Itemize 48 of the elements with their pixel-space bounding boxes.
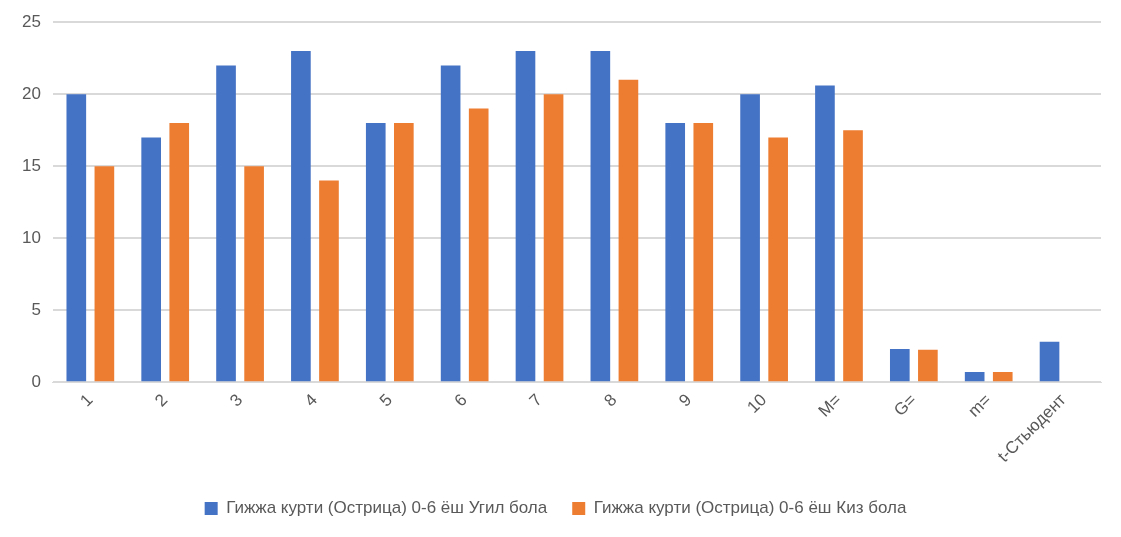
x-tick-label: G= <box>890 390 921 420</box>
bar <box>515 51 536 382</box>
bar <box>843 130 863 382</box>
bar <box>918 349 938 382</box>
bar <box>365 123 386 382</box>
bar <box>394 123 414 382</box>
bar <box>768 137 788 382</box>
y-tick-label: 5 <box>31 299 41 319</box>
bar <box>665 123 686 382</box>
y-tick-label: 25 <box>21 11 41 31</box>
bar <box>94 166 115 382</box>
bar <box>543 94 564 382</box>
x-tick-label: 1 <box>76 390 97 411</box>
y-tick-label: 10 <box>21 227 41 247</box>
x-tick-label: 10 <box>743 390 771 417</box>
x-tick-label: 8 <box>600 390 621 411</box>
bar <box>1039 341 1060 382</box>
bar <box>141 137 161 382</box>
y-tick-label: 20 <box>21 83 41 103</box>
bar <box>815 85 835 382</box>
bar <box>964 372 985 382</box>
x-tick-label: 2 <box>151 390 172 411</box>
bar <box>216 65 236 382</box>
x-tick-label: 7 <box>525 390 546 411</box>
x-tick-label: 5 <box>375 390 396 411</box>
bar <box>319 180 339 382</box>
legend-label: Гижжа курти (Острица) 0-6 ёш Киз бола <box>593 498 907 518</box>
bar <box>291 51 311 382</box>
bar <box>618 79 639 382</box>
bar <box>590 51 611 382</box>
x-tick-label: m= <box>964 390 995 421</box>
legend-label: Гижжа курти (Острица) 0-6 ёш Угил бола <box>226 498 548 518</box>
y-tick-label: 0 <box>31 371 41 391</box>
bar <box>244 166 264 382</box>
bar <box>740 94 760 382</box>
bar <box>169 123 190 382</box>
x-tick-label: M= <box>814 390 846 421</box>
bar <box>889 349 910 382</box>
y-tick-label: 15 <box>21 155 41 175</box>
bar <box>992 372 1013 382</box>
x-tick-label: 3 <box>226 390 247 411</box>
x-tick-label: 4 <box>300 390 322 411</box>
x-tick-label: 6 <box>450 390 471 411</box>
bar <box>468 108 489 382</box>
x-tick-label: 9 <box>675 390 696 411</box>
bar <box>693 123 714 382</box>
bar <box>440 65 461 382</box>
bar <box>66 94 87 382</box>
